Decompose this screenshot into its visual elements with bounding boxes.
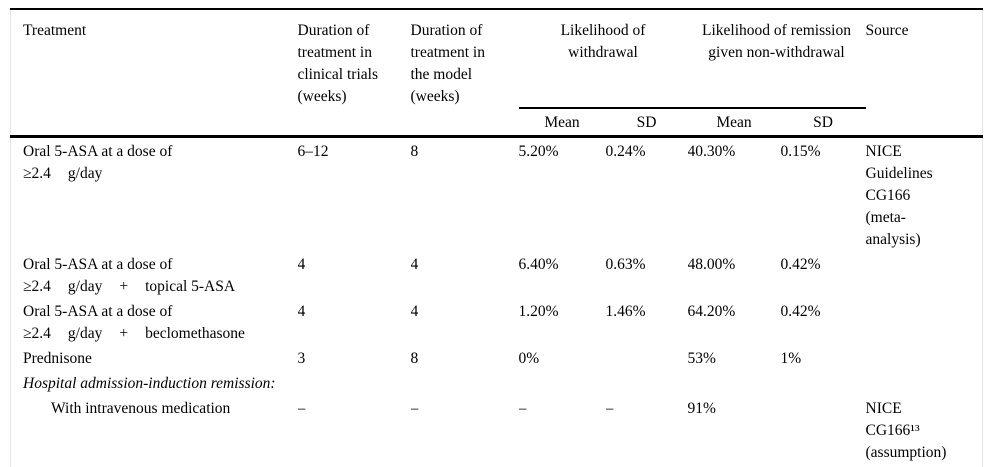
subheader-spacer: [865, 108, 983, 138]
treatment-name-line2: ≥2.4 g/day + beclomethasone: [23, 325, 245, 342]
duration-trials-value: 4: [297, 303, 306, 320]
col-header-treatment: Treatment: [23, 22, 87, 39]
withdrawal-mean-value: 6.40%: [518, 256, 559, 273]
col-header-duration-model: Duration of treatment in the model (week…: [410, 22, 485, 105]
table-row-prednisone: Prednisone 3 8 0% 53% 1%: [11, 345, 983, 370]
remission-sd-value: [781, 370, 866, 395]
remission-sd-value: 0.42%: [780, 256, 821, 273]
col-header-duration-trials: Duration of treatment in clinical trials…: [297, 22, 378, 105]
treatment-cell: Oral 5-ASA at a dose of ≥2.4 g/day: [11, 137, 298, 252]
duration-trials-value: 3: [297, 350, 306, 367]
remission-mean-value: 40.30%: [687, 143, 736, 160]
duration-trials-value: 4: [297, 256, 306, 273]
source-value: NICE Guidelines CG166 (meta- analysis): [865, 143, 933, 248]
table-row-oral-5asa-topical: Oral 5-ASA at a dose of ≥2.4 g/day + topica…: [11, 251, 983, 298]
remission-sd-value: 1%: [780, 350, 802, 367]
treatment-cell: Oral 5-ASA at a dose of ≥2.4 g/day + topica…: [11, 251, 298, 298]
withdrawal-mean-value: 1.20%: [518, 303, 559, 320]
withdrawal-sd-value: 0.24%: [605, 143, 646, 160]
withdrawal-sd-value: [606, 370, 688, 395]
duration-model-value: [411, 370, 519, 395]
col-header-withdrawal-mean: Mean: [518, 108, 606, 138]
remission-sd-value: 0.42%: [780, 303, 821, 320]
source-value: NICE CG166¹³ (assumption): [865, 400, 947, 461]
duration-trials-value: [298, 370, 411, 395]
col-header-source: Source: [865, 22, 909, 39]
treatment-name: Prednisone: [23, 350, 92, 367]
subheader-spacer: [10, 108, 298, 138]
col-header-remission-sd: SD: [780, 108, 866, 138]
remission-sd-value: [781, 395, 866, 464]
remission-mean-value: 48.00%: [687, 256, 736, 273]
withdrawal-sd-value: –: [605, 400, 614, 417]
withdrawal-mean-value: 5.20%: [518, 143, 559, 160]
table-row-oral-5asa: Oral 5-ASA at a dose of ≥2.4 g/day 6–12 8…: [11, 137, 983, 252]
col-group-likelihood-withdrawal: Likelihood of withdrawal: [518, 9, 688, 109]
treatment-name: Oral 5-ASA at a dose of: [23, 303, 173, 320]
remission-sd-value: 0.15%: [780, 143, 821, 160]
source-value: [866, 251, 983, 298]
subheader-spacer: [297, 108, 411, 138]
duration-model-value: 8: [410, 350, 419, 367]
treatment-parameters-table: Treatment Duration of treatment in clini…: [10, 8, 984, 467]
duration-model-value: 8: [410, 143, 419, 160]
table-row-intravenous-medication: With intravenous medication – – – – 91% …: [11, 395, 983, 464]
withdrawal-sd-value: 1.46%: [605, 303, 646, 320]
treatment-name-line2: ≥2.4 g/day + topical 5-ASA: [23, 278, 236, 295]
treatment-name: With intravenous medication: [51, 400, 231, 417]
remission-mean-value: 53%: [687, 350, 716, 367]
duration-trials-value: –: [297, 400, 306, 417]
remission-mean-value: 64.20%: [687, 303, 736, 320]
col-header-withdrawal-sd: SD: [605, 108, 688, 138]
col-group-likelihood-remission: Likelihood of remission given non-withdr…: [687, 9, 866, 109]
header-row-subheaders: Mean SD Mean SD: [10, 108, 983, 138]
withdrawal-mean-value: –: [518, 400, 527, 417]
table-row-hospital-admission-heading: Hospital admission-induction remission:: [11, 370, 983, 395]
table-row-oral-5asa-beclomethasone: Oral 5-ASA at a dose of ≥2.4 g/day + beclom…: [11, 298, 983, 345]
duration-model-value: –: [410, 400, 419, 417]
treatment-name: Oral 5-ASA at a dose of: [23, 143, 173, 160]
duration-model-value: 4: [410, 256, 419, 273]
source-value: [866, 345, 983, 370]
subheader-spacer: [410, 108, 519, 138]
withdrawal-mean-value: 0%: [518, 350, 540, 367]
withdrawal-sd-value: 0.63%: [605, 256, 646, 273]
withdrawal-mean-value: [519, 370, 606, 395]
col-header-remission-mean: Mean: [687, 108, 781, 138]
duration-model-value: 4: [410, 303, 419, 320]
treatment-cell: Oral 5-ASA at a dose of ≥2.4 g/day + beclom…: [11, 298, 298, 345]
source-value: [866, 370, 983, 395]
source-value: [866, 298, 983, 345]
remission-mean-value: 91%: [687, 400, 716, 417]
treatment-section-heading: Hospital admission-induction remission:: [23, 375, 276, 392]
duration-trials-value: 6–12: [297, 143, 329, 160]
treatment-name-line2: ≥2.4 g/day: [23, 165, 103, 182]
withdrawal-sd-value: [606, 345, 688, 370]
treatment-name: Oral 5-ASA at a dose of: [23, 256, 173, 273]
remission-mean-value: [688, 370, 781, 395]
header-row-groups: Treatment Duration of treatment in clini…: [11, 9, 983, 109]
